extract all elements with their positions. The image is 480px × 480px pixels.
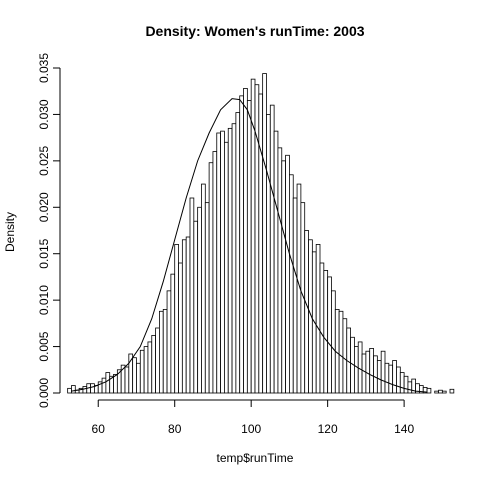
- histogram-bar: [438, 389, 443, 394]
- histogram-bar: [71, 385, 76, 394]
- histogram-bar: [181, 239, 187, 394]
- histogram-bar: [82, 386, 88, 394]
- histogram-bar: [201, 183, 206, 394]
- histogram-bar: [143, 346, 149, 394]
- y-tick-label: 0.025: [37, 146, 51, 176]
- y-tick-label: 0.020: [37, 192, 51, 222]
- histogram-bar: [373, 355, 378, 394]
- histogram-bar: [407, 381, 413, 394]
- histogram-bar: [243, 88, 248, 394]
- histogram-bar: [319, 262, 325, 394]
- histogram-bar: [208, 162, 214, 394]
- histogram-bar: [292, 197, 298, 394]
- y-tick-label: 0.035: [37, 53, 51, 83]
- histogram-bar: [342, 318, 348, 394]
- y-tick-label: 0.015: [37, 238, 51, 268]
- histogram-bar: [262, 73, 267, 394]
- histogram-bar: [170, 273, 176, 394]
- histogram-bar: [189, 197, 195, 394]
- x-axis-label: temp$runTime: [217, 451, 294, 465]
- histogram-bar: [101, 377, 107, 394]
- histogram-bar: [204, 202, 210, 394]
- histogram-bar: [392, 360, 397, 394]
- x-tick-label: 120: [318, 422, 338, 436]
- histogram-bar: [266, 114, 271, 394]
- histogram-bar: [162, 309, 168, 394]
- histogram-bar: [323, 270, 329, 394]
- histogram-bar: [338, 310, 344, 394]
- histogram-bar: [384, 362, 390, 394]
- histogram-bar: [289, 174, 294, 394]
- histogram-bar: [434, 390, 439, 394]
- histogram-bar: [269, 104, 275, 394]
- histogram-bar: [227, 127, 233, 394]
- histogram-bar: [151, 335, 156, 394]
- histogram-bar: [254, 84, 260, 394]
- histogram-bar: [193, 220, 199, 394]
- y-axis-label: Density: [3, 212, 17, 252]
- histogram-bar: [281, 160, 286, 394]
- histogram-bar: [277, 147, 283, 394]
- y-axis: 0.000 0.005 0.010 0.015 0.020 0.025 0.030 0.035: [37, 53, 61, 408]
- histogram-bar: [369, 348, 374, 394]
- histogram-bar: [212, 151, 218, 394]
- histogram-bar: [235, 112, 241, 394]
- histogram-bar: [132, 357, 137, 394]
- histogram-bars: [67, 73, 455, 394]
- x-tick-label: 80: [168, 422, 182, 436]
- histogram-bar: [139, 349, 145, 394]
- histogram-bar: [449, 388, 455, 394]
- x-tick-label: 60: [92, 422, 106, 436]
- density-curve: [71, 98, 428, 393]
- y-tick-label: 0.000: [37, 378, 51, 408]
- histogram-bar: [216, 132, 221, 394]
- histogram-bar: [231, 123, 237, 394]
- histogram-bar: [354, 346, 359, 394]
- histogram-bar: [258, 93, 264, 394]
- histogram-bar: [327, 276, 332, 394]
- x-tick-label: 100: [241, 422, 261, 436]
- histogram-bar: [147, 341, 153, 394]
- histogram-bar: [166, 290, 172, 394]
- y-tick-label: 0.005: [37, 331, 51, 361]
- histogram-bar: [357, 341, 363, 394]
- histogram-bar: [159, 310, 164, 394]
- histogram-bar: [105, 372, 111, 394]
- histogram-bar: [220, 130, 225, 394]
- histogram-bar: [67, 387, 72, 394]
- histogram-bar: [304, 230, 309, 394]
- histogram-bar: [174, 244, 179, 394]
- histogram-bar: [113, 374, 118, 394]
- histogram-bar: [331, 290, 336, 394]
- histogram-bar: [396, 366, 401, 394]
- histogram-bar: [239, 95, 244, 394]
- histogram-bar: [136, 362, 141, 394]
- histogram-bar: [388, 364, 394, 394]
- histogram-bar: [155, 327, 160, 394]
- chart-title: Density: Women's runTime: 2003: [145, 23, 364, 39]
- x-axis: 60 80 100 120 140: [92, 399, 414, 436]
- y-tick-label: 0.030: [37, 99, 51, 129]
- histogram-bar: [380, 350, 386, 394]
- x-tick-label: 140: [394, 422, 414, 436]
- histogram-bar: [441, 390, 447, 394]
- histogram-bar: [246, 100, 252, 394]
- histogram-bar: [224, 141, 229, 394]
- histogram-bar: [376, 360, 382, 394]
- histogram-bar: [273, 130, 279, 394]
- histogram-bar: [315, 244, 321, 394]
- histogram-bar: [285, 154, 290, 394]
- histogram-bar: [399, 372, 405, 394]
- density-curve-layer: [71, 98, 428, 393]
- histogram-bar: [90, 383, 95, 394]
- histogram-bar: [178, 262, 183, 394]
- histogram-bar: [426, 387, 432, 394]
- histogram-bar: [197, 206, 202, 394]
- histogram-bar: [124, 366, 130, 394]
- histogram-bar: [361, 353, 367, 394]
- y-tick-label: 0.010: [37, 285, 51, 315]
- histogram-bar: [185, 236, 191, 394]
- histogram-bar: [403, 375, 409, 394]
